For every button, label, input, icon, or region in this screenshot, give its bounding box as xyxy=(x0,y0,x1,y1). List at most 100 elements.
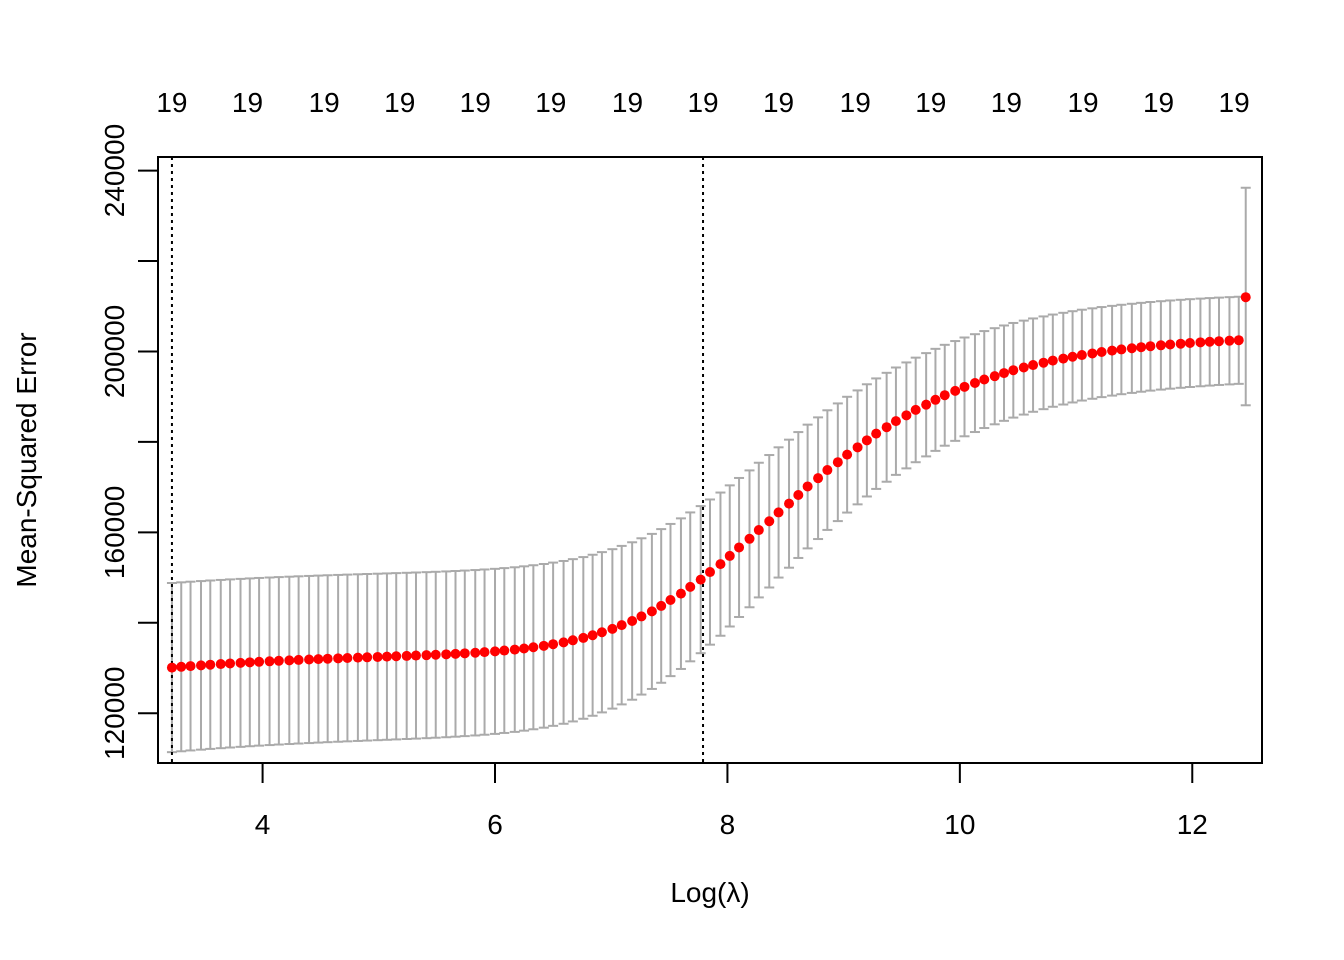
top-count-label: 19 xyxy=(1219,87,1250,118)
mse-point xyxy=(715,559,726,570)
mse-point xyxy=(254,656,265,667)
mse-point xyxy=(519,643,530,654)
mse-point xyxy=(1145,341,1156,352)
mse-point xyxy=(313,654,324,665)
mse-point xyxy=(822,465,833,476)
mse-point xyxy=(852,442,863,453)
top-count-label: 19 xyxy=(156,87,187,118)
mse-point xyxy=(1038,357,1049,368)
mse-point xyxy=(225,658,236,669)
mse-point xyxy=(842,449,853,460)
top-count-label: 19 xyxy=(915,87,946,118)
mse-point xyxy=(244,657,255,668)
x-tick-label: 6 xyxy=(487,809,503,840)
mse-point xyxy=(616,620,627,631)
top-axis: 19 19 19 19 19 19 19 19 19 19 19 19 19 19 19 xyxy=(156,87,1249,118)
mse-point xyxy=(410,650,421,661)
mse-point xyxy=(1096,347,1107,358)
mse-point xyxy=(744,533,755,544)
mse-point xyxy=(1233,335,1244,346)
mse-point xyxy=(441,649,452,660)
mse-point xyxy=(450,648,461,659)
y-tick-label: 160000 xyxy=(99,486,130,579)
mse-point xyxy=(656,600,667,611)
x-axis: 4 6 8 10 12 xyxy=(255,762,1208,840)
mse-point xyxy=(764,516,775,527)
top-count-label: 19 xyxy=(763,87,794,118)
mse-point xyxy=(901,410,912,421)
top-count-label: 19 xyxy=(991,87,1022,118)
top-count-label: 19 xyxy=(309,87,340,118)
mse-point xyxy=(705,567,715,578)
top-count-label: 19 xyxy=(460,87,491,118)
mse-point xyxy=(430,649,441,660)
mse-point xyxy=(401,650,412,661)
mse-point xyxy=(1058,353,1069,364)
mse-point xyxy=(166,662,177,673)
mse-point xyxy=(665,595,676,606)
mse-point xyxy=(1240,292,1251,303)
mse-point xyxy=(304,654,315,665)
mse-point xyxy=(293,654,304,665)
mse-point xyxy=(1165,339,1176,350)
mse-point xyxy=(284,655,295,666)
mse-point xyxy=(1018,362,1029,373)
mse-point xyxy=(322,653,333,664)
top-count-label: 19 xyxy=(232,87,263,118)
mse-point xyxy=(724,550,735,561)
mse-point xyxy=(1116,344,1127,355)
mse-point xyxy=(969,378,980,389)
mse-point xyxy=(1204,336,1215,347)
mse-point xyxy=(979,374,990,385)
mse-point xyxy=(195,660,206,671)
mse-point xyxy=(871,428,882,439)
mse-point xyxy=(685,581,696,592)
mse-point xyxy=(1087,348,1098,359)
mse-point xyxy=(538,640,549,651)
mse-point xyxy=(381,651,392,662)
top-count-label: 19 xyxy=(384,87,415,118)
mse-point xyxy=(1195,337,1206,348)
x-tick-label: 12 xyxy=(1177,809,1208,840)
mse-point xyxy=(235,657,246,668)
mse-point xyxy=(528,642,539,653)
mse-point xyxy=(352,652,363,663)
mse-point xyxy=(921,399,932,410)
mse-point xyxy=(421,650,432,661)
mse-point xyxy=(1076,350,1087,361)
top-count-label: 19 xyxy=(1067,87,1098,118)
mse-point xyxy=(950,385,961,396)
mse-point xyxy=(459,648,470,659)
mse-point xyxy=(1067,351,1078,362)
mse-point xyxy=(264,656,275,667)
mse-point xyxy=(342,652,353,663)
top-count-label: 19 xyxy=(840,87,871,118)
mse-point xyxy=(881,422,892,433)
mse-point xyxy=(890,416,901,427)
mse-point xyxy=(999,368,1010,379)
mse-point xyxy=(753,525,764,536)
mse-point xyxy=(695,574,706,585)
mse-point xyxy=(578,632,589,643)
mse-point xyxy=(675,588,686,599)
mse-point xyxy=(596,627,607,638)
mse-point xyxy=(784,498,795,509)
mse-point xyxy=(802,481,813,492)
mse-point xyxy=(930,394,941,405)
mse-point xyxy=(1214,336,1225,347)
y-tick-label: 200000 xyxy=(99,305,130,398)
y-tick-label: 240000 xyxy=(99,124,130,217)
mse-point xyxy=(205,659,216,670)
points-layer xyxy=(166,292,1251,673)
mse-point xyxy=(558,637,569,648)
mse-point xyxy=(832,457,843,468)
mse-point xyxy=(627,615,638,626)
mse-point xyxy=(959,381,970,392)
top-count-label: 19 xyxy=(1143,87,1174,118)
reference-lines-layer xyxy=(170,157,705,763)
mse-point xyxy=(548,639,559,650)
mse-point xyxy=(362,652,373,663)
x-tick-label: 10 xyxy=(944,809,975,840)
mse-point xyxy=(1175,338,1186,349)
mse-point xyxy=(215,659,226,670)
